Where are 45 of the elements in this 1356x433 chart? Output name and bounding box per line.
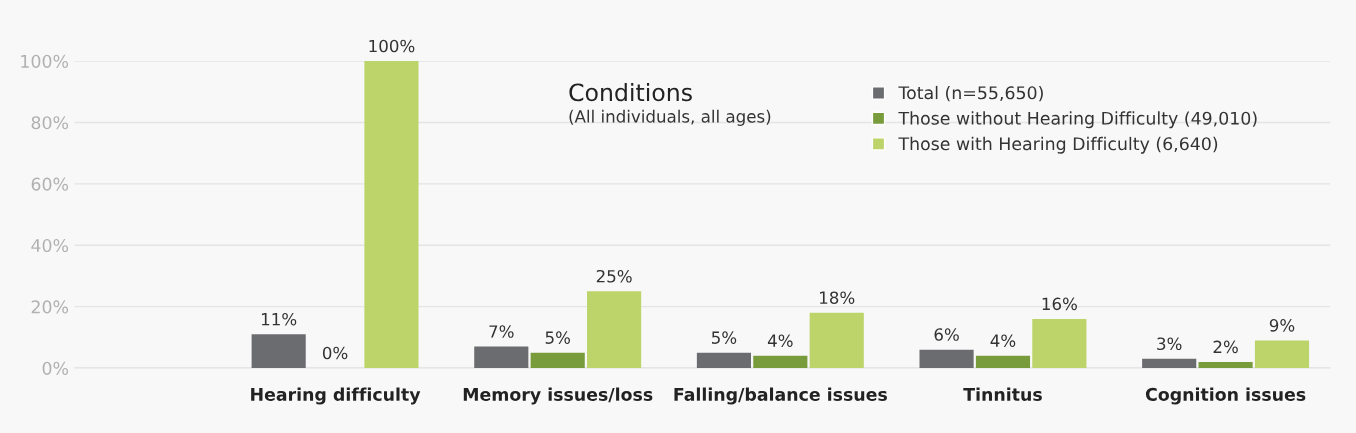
bar [809,312,864,369]
data-label: 0% [322,346,348,360]
x-tick-label: Falling/balance issues [674,387,887,405]
data-label: 4% [990,334,1016,347]
bar [587,291,642,369]
data-label: 4% [767,334,793,347]
bar [919,349,974,369]
bar [530,352,585,369]
data-label: 7% [489,325,514,338]
bar [1198,361,1253,369]
bar [364,61,419,369]
y-tick-label: 100% [21,54,69,68]
y-tick-label: 0% [42,361,69,375]
data-label: 25% [596,269,632,283]
bar [1032,318,1087,369]
data-label: 6% [934,328,959,341]
y-tick-label: 80% [31,116,69,130]
y-tick-label: 60% [31,177,69,191]
bar [975,355,1031,369]
bar [696,352,751,369]
bar [474,346,529,369]
data-label: 3% [1157,337,1182,351]
data-label: 2% [1213,340,1238,354]
data-label: 100% [369,39,415,53]
data-label: 18% [820,291,855,305]
legend-label: Total (n=55,650) [898,85,1043,102]
x-tick-label: Cognition issues [1145,387,1306,405]
bar [753,355,808,369]
bar [251,334,306,369]
legend-label: Those without Hearing Difficulty (49,010) [898,111,1257,129]
data-label: 16% [1042,297,1077,311]
x-tick-label: Hearing difficulty [251,387,421,405]
y-tick-label: 20% [31,300,69,314]
data-label: 11% [261,312,297,326]
data-label: 5% [712,331,737,344]
x-tick-label: Memory issues/loss [463,387,653,405]
x-tick-label: Tinnitus [963,387,1042,401]
data-label: 9% [1269,319,1295,332]
legend-label: Those with Hearing Difficulty (6,640) [898,136,1218,154]
data-label: 5% [545,331,570,344]
y-tick-label: 40% [31,238,69,253]
bar [1142,358,1197,369]
text: (All individuals, all ages) [569,109,771,126]
text: Conditions [569,83,692,102]
bar [1254,340,1310,369]
